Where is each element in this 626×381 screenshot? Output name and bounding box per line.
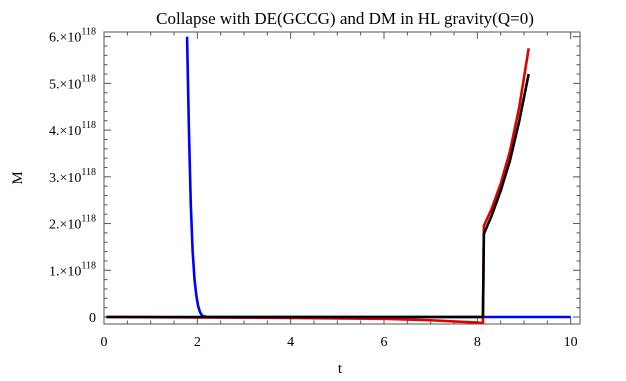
- x-axis-label: t: [338, 361, 343, 377]
- y-tick-label: 0: [89, 311, 96, 326]
- y-tick-label: 6.×10118: [49, 27, 96, 46]
- series-line-3: [106, 73, 530, 319]
- y-axis-label: M: [10, 171, 26, 184]
- x-tick-label: 8: [474, 335, 481, 350]
- series-layer: [106, 36, 571, 325]
- y-tick-label: 2.×10118: [49, 214, 96, 233]
- x-tick-label: 6: [381, 335, 388, 350]
- y-tick-label: 3.×10118: [49, 167, 96, 186]
- x-tick-label: 10: [564, 335, 578, 350]
- series-line-1: [185, 36, 571, 319]
- plot-frame: [103, 31, 581, 325]
- y-tick-label: 1.×10118: [49, 260, 96, 279]
- x-tick-label: 0: [101, 335, 108, 350]
- x-tick-label: 2: [194, 335, 201, 350]
- series-line-2: [106, 48, 530, 325]
- y-tick-label: 4.×10118: [49, 120, 96, 139]
- y-tick-label: 5.×10118: [49, 73, 96, 92]
- chart-title: Collapse with DE(GCCG) and DM in HL grav…: [156, 9, 534, 28]
- x-tick-label: 4: [287, 335, 294, 350]
